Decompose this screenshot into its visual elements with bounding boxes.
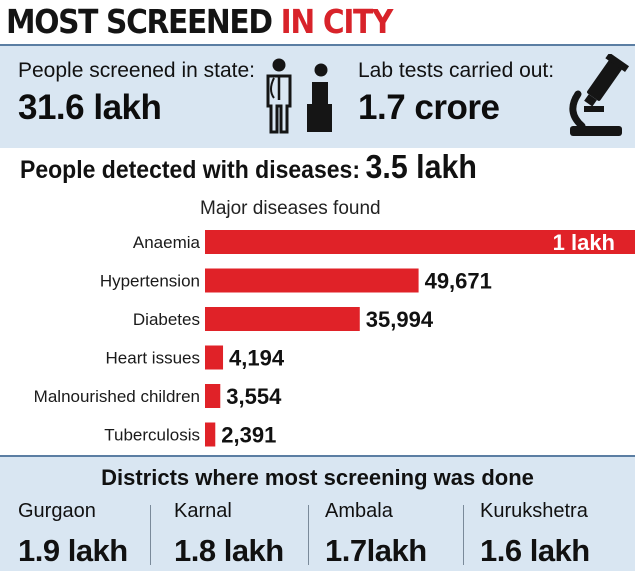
districts-title: Districts where most screening was done bbox=[101, 465, 534, 490]
category-label: Hypertension bbox=[100, 272, 200, 291]
category-label: Heart issues bbox=[106, 349, 200, 368]
disease-bar-chart: Anaemia 1 lakh Hypertension 49,671 Diabetes 3… bbox=[34, 230, 635, 448]
category-label: Diabetes bbox=[133, 310, 200, 329]
district-name: Karnal bbox=[174, 500, 232, 522]
districts-panel: Districts where most screening was done … bbox=[0, 455, 635, 571]
chart-title: Major diseases found bbox=[200, 198, 381, 219]
page-title: MOST SCREENED IN CITY bbox=[6, 2, 394, 42]
divider bbox=[463, 505, 464, 565]
summary-panel: People screened in state: 31.6 lakh Lab … bbox=[0, 44, 635, 148]
district-name: Gurgaon bbox=[18, 500, 96, 522]
district-value: 1.9 lakh bbox=[18, 533, 128, 568]
category-label: Tuberculosis bbox=[104, 426, 200, 445]
bar bbox=[205, 307, 360, 331]
category-label: Anaemia bbox=[133, 233, 201, 252]
screened-label: People screened in state: bbox=[18, 59, 255, 82]
screened-value: 31.6 lakh bbox=[18, 88, 162, 127]
lab-tests-value: 1.7 crore bbox=[358, 88, 500, 127]
district-name: Kurukshetra bbox=[480, 500, 588, 522]
bar bbox=[205, 384, 221, 408]
data-label: 2,391 bbox=[221, 423, 276, 448]
bar bbox=[205, 230, 635, 254]
bar bbox=[205, 422, 216, 447]
detected-label: People detected with diseases: bbox=[20, 156, 361, 184]
data-label: 4,194 bbox=[229, 346, 285, 371]
divider bbox=[308, 505, 309, 565]
title-part-2: IN CITY bbox=[280, 2, 394, 41]
detected-headline: People detected with diseases: 3.5 lakh bbox=[20, 146, 477, 188]
title-part-1: MOST SCREENED bbox=[6, 2, 273, 41]
detected-value: 3.5 lakh bbox=[365, 148, 477, 185]
district-value: 1.8 lakh bbox=[174, 533, 284, 568]
data-label: 1 lakh bbox=[553, 230, 615, 255]
data-label: 35,994 bbox=[366, 307, 434, 332]
district-value: 1.6 lakh bbox=[480, 533, 590, 568]
district-name: Ambala bbox=[325, 500, 393, 522]
bar bbox=[205, 268, 419, 293]
divider bbox=[150, 505, 151, 565]
data-label: 3,554 bbox=[226, 384, 282, 409]
category-label: Malnourished children bbox=[34, 387, 200, 406]
lab-tests-label: Lab tests carried out: bbox=[358, 59, 555, 82]
doctor-patient-icon bbox=[266, 58, 332, 134]
data-label: 49,671 bbox=[425, 269, 492, 294]
district-value: 1.7lakh bbox=[325, 533, 427, 568]
microscope-icon bbox=[569, 54, 630, 136]
bar bbox=[205, 345, 224, 370]
